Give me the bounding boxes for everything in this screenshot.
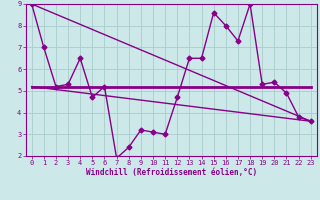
X-axis label: Windchill (Refroidissement éolien,°C): Windchill (Refroidissement éolien,°C) [86,168,257,177]
